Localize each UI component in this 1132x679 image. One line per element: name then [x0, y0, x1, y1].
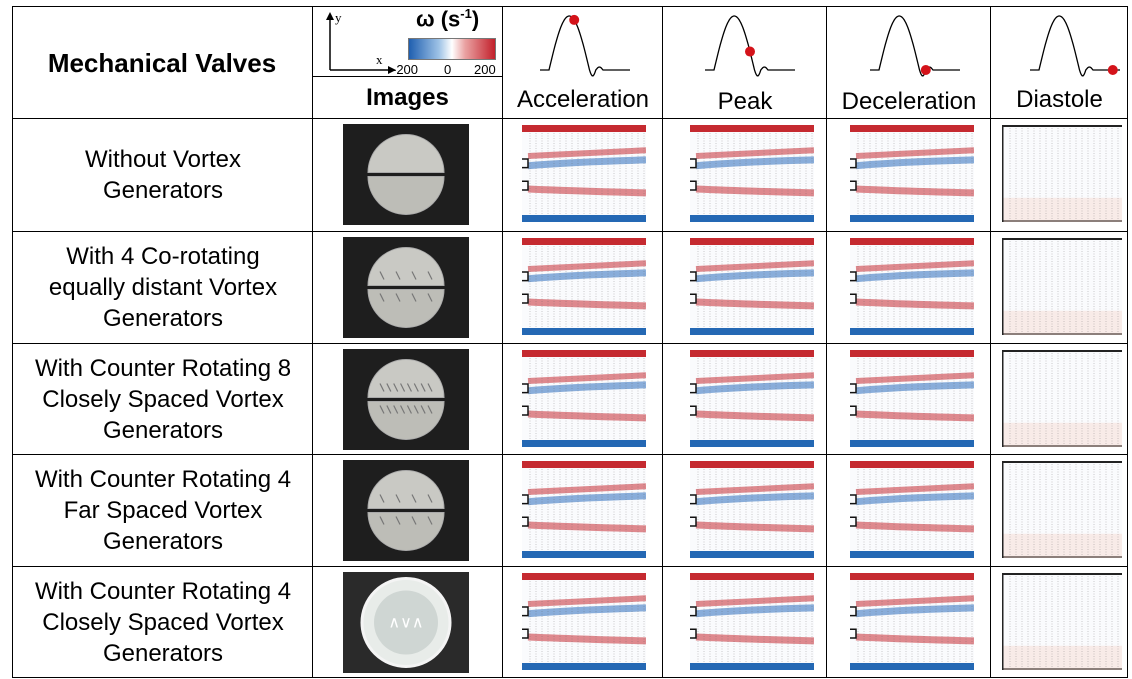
colorbar-symbol: ω (s: [416, 6, 461, 32]
phase-label-diastole: Diastole: [1016, 86, 1103, 113]
waveform-curve: [870, 15, 960, 77]
vorticity-field: [522, 238, 646, 335]
waveform-diastole: [1030, 15, 1120, 77]
valve-photo: [343, 349, 469, 450]
y-axis-label: y: [335, 10, 342, 25]
waveform-curve: [1030, 15, 1120, 77]
vorticity-field: [850, 573, 974, 670]
phase-label-peak: Peak: [717, 88, 773, 115]
colorbar-tick-mid: 0: [444, 62, 452, 77]
vorticity-field: [522, 573, 646, 670]
col-divider: [502, 6, 503, 678]
row-label: With Counter Rotating 4 Closely Spaced V…: [34, 578, 292, 667]
row-divider: [12, 231, 1128, 232]
vorticity-field: [850, 461, 974, 558]
phase-label-acceleration: Acceleration: [516, 86, 650, 113]
colorbar-unit-exponent: -1: [460, 6, 472, 21]
header-divider: [12, 118, 1128, 119]
vorticity-field: [1002, 125, 1122, 222]
waveform-deceleration: [870, 15, 960, 77]
colorbar-unit-close: ): [471, 6, 480, 32]
phase-marker: [745, 46, 755, 57]
colorbar-tick-min: -200: [392, 62, 419, 77]
left-border: [12, 6, 13, 678]
row-label: With Counter Rotating 8 Closely Spaced V…: [34, 355, 292, 444]
svg-text:∧∨∧: ∧∨∧: [388, 613, 423, 632]
waveform-peak: [705, 15, 795, 77]
vorticity-field: [1002, 238, 1122, 335]
vorticity-field: [690, 125, 814, 222]
vorticity-field: [1002, 350, 1122, 447]
waveform-curve: [705, 15, 795, 77]
vorticity-field: [850, 350, 974, 447]
row-label: With Counter Rotating 4 Far Spaced Vorte…: [34, 466, 292, 555]
vorticity-field: [1002, 461, 1122, 558]
valve-photo: [343, 124, 469, 225]
valve-photo: [343, 460, 469, 561]
colorbar-title: ω (s-1): [416, 6, 479, 32]
row-label: With 4 Co-rotating equally distant Vorte…: [48, 243, 278, 332]
waveform-acceleration: [540, 14, 630, 77]
valve-photo: ∧∨∧: [343, 572, 469, 673]
row-divider: [12, 343, 1128, 344]
vorticity-field: [1002, 573, 1122, 670]
row-divider: [12, 454, 1128, 455]
vorticity-field: [690, 350, 814, 447]
row-label: Without Vortex Generators: [84, 145, 242, 204]
valve-photo: [343, 237, 469, 338]
col-divider: [662, 6, 663, 678]
col-divider: [312, 6, 313, 678]
row-divider: [12, 566, 1128, 567]
vorticity-field: [850, 125, 974, 222]
images-column-header: Images: [366, 84, 449, 111]
col-divider: [826, 6, 827, 678]
phase-marker: [569, 14, 580, 25]
vorticity-field: [522, 350, 646, 447]
vorticity-field: [690, 461, 814, 558]
images-header-divider: [312, 76, 502, 77]
right-border: [1127, 6, 1128, 678]
phase-label-deceleration: Deceleration: [841, 88, 977, 115]
vorticity-field: [690, 573, 814, 670]
vorticity-field: [690, 238, 814, 335]
colorbar-tick-max: 200: [474, 62, 496, 77]
colorbar: [408, 38, 496, 60]
x-axis-label: x: [376, 52, 383, 67]
bottom-border: [12, 677, 1128, 678]
vorticity-field: [850, 238, 974, 335]
top-border: [12, 6, 1128, 7]
axes-diagram: [326, 12, 396, 74]
table-title: Mechanical Valves: [47, 47, 277, 78]
waveform-curve: [540, 15, 630, 77]
phase-marker: [920, 65, 931, 75]
vorticity-field: [522, 461, 646, 558]
vorticity-field: [522, 125, 646, 222]
phase-marker: [1107, 65, 1118, 75]
col-divider: [990, 6, 991, 678]
